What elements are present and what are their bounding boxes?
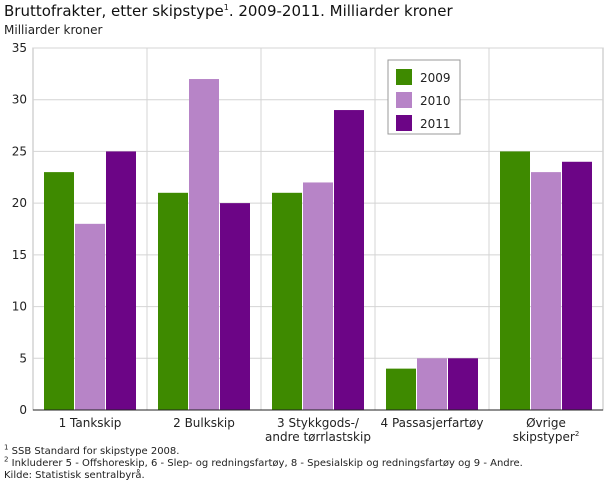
- bar-2009: [44, 172, 74, 410]
- bar-2010: [531, 172, 561, 410]
- legend-swatch-2011: [396, 115, 412, 131]
- x-tick-label: 4 Passasjerfartøy: [381, 416, 484, 430]
- footnote-2-text: Inkluderer 5 - Offshoreskip, 6 - Slep- o…: [8, 458, 523, 469]
- bar-2009: [386, 368, 416, 410]
- legend-label: 2010: [420, 94, 451, 108]
- footnote-1-text: SSB Standard for skipstype 2008.: [8, 446, 180, 457]
- bar-2010: [417, 358, 447, 410]
- legend-label: 2009: [420, 71, 451, 85]
- chart-title-footnote-mark: 1: [223, 3, 229, 12]
- bar-2011: [334, 110, 364, 411]
- y-tick-label: 15: [12, 248, 27, 262]
- y-axis-label: Milliarder kroner: [4, 23, 103, 37]
- y-tick-label: 5: [19, 351, 27, 365]
- source-note: Kilde: Statistisk sentralbyrå.: [4, 470, 523, 482]
- bar-2011: [220, 203, 250, 410]
- bar-2009: [158, 192, 188, 410]
- y-tick-label: 35: [12, 41, 27, 55]
- bar-chart: 0 5 10 15 20 25 30 35 1 Tankskip 2 Bulkskip 3 Styk…: [12, 41, 604, 444]
- x-tick-label: 3 Stykkgods-/: [277, 416, 360, 430]
- chart-title-rest: . 2009-2011. Milliarder kroner: [228, 2, 453, 20]
- footnote-1-mark: 1: [4, 443, 9, 452]
- bar-2009: [500, 151, 530, 410]
- legend-label: 2011: [420, 117, 451, 131]
- bar-2009: [272, 192, 302, 410]
- footnote-2: 2 Inkluderer 5 - Offshoreskip, 6 - Slep-…: [4, 455, 523, 470]
- bar-2011: [106, 151, 136, 410]
- footnote-1: 1 SSB Standard for skipstype 2008.: [4, 443, 523, 458]
- bar-2010: [189, 79, 219, 411]
- legend-swatch-2010: [396, 92, 412, 108]
- chart-title-text: Bruttofrakter, etter skipstype: [4, 2, 224, 20]
- y-tick-label: 20: [12, 196, 27, 210]
- chart-title: Bruttofrakter, etter skipstype1. 2009-20…: [4, 2, 453, 20]
- x-tick-label: Øvrige: [526, 416, 566, 430]
- bar-2011: [562, 161, 592, 410]
- bar-2010: [303, 182, 333, 410]
- x-tick-label: skipstyper2: [513, 430, 580, 444]
- legend-swatch-2009: [396, 69, 412, 85]
- y-tick-label: 25: [12, 144, 27, 158]
- y-tick-label: 30: [12, 93, 27, 107]
- y-tick-label: 0: [19, 403, 27, 417]
- x-tick-label: 1 Tankskip: [59, 416, 122, 430]
- x-tick-label: 2 Bulkskip: [173, 416, 235, 430]
- source-note-text: Kilde: Statistisk sentralbyrå.: [4, 470, 145, 481]
- footnote-2-mark: 2: [4, 455, 9, 464]
- x-tick-label: andre tørrlastskip: [265, 430, 371, 444]
- footnotes: 1 SSB Standard for skipstype 2008. 2 Ink…: [4, 443, 523, 482]
- bar-2010: [75, 223, 105, 410]
- x-tick-footnote-mark: 2: [575, 430, 579, 438]
- bar-2011: [448, 358, 478, 410]
- y-tick-label: 10: [12, 300, 27, 314]
